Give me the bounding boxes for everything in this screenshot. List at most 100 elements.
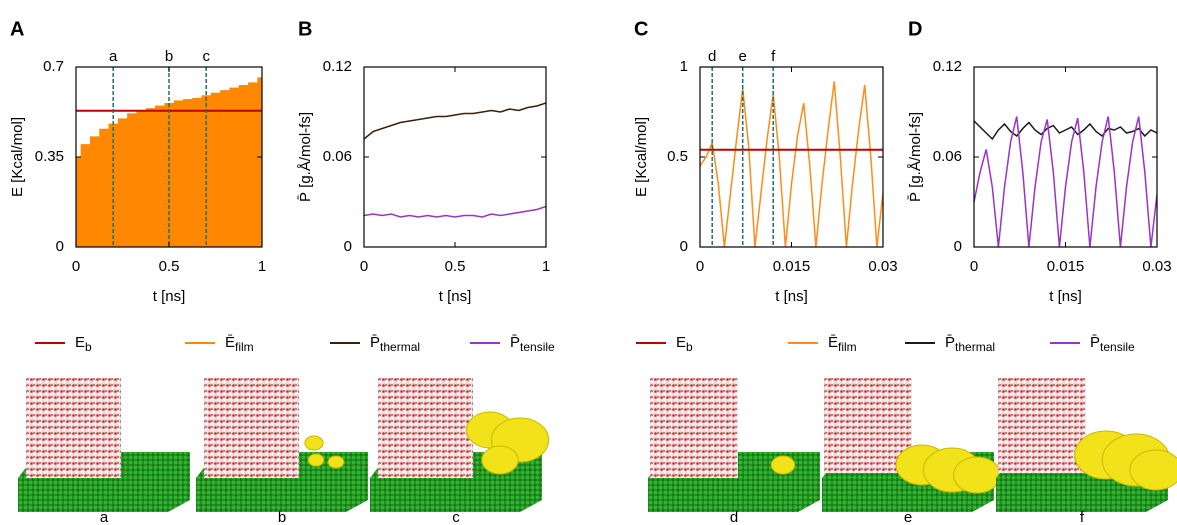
bar [257, 77, 262, 247]
marker-label: a [109, 48, 118, 65]
legend-label: P̄tensile [510, 334, 555, 354]
y-tick-label: 0.35 [35, 148, 64, 165]
y-tick-label: 0 [680, 238, 688, 255]
plot [364, 102, 546, 218]
water-box [204, 378, 299, 478]
y-tick-label: 0 [954, 238, 962, 255]
legend-label-main: P̄ [510, 334, 520, 351]
bar [80, 144, 91, 247]
legend-label-sub: tensile [520, 340, 555, 354]
bar [117, 118, 128, 247]
bar [155, 105, 165, 247]
legend-label-sub: b [686, 340, 693, 354]
water-box [26, 378, 121, 478]
snapshot-caption: e [904, 509, 912, 525]
bar [127, 113, 137, 247]
x-tick-label: 0 [360, 258, 368, 275]
legend-label-main: Ē [828, 334, 838, 351]
marker-label: b [165, 48, 173, 65]
legend-label: P̄tensile [1090, 334, 1135, 354]
legend-label-sub: film [235, 340, 254, 354]
droplet [953, 456, 1001, 494]
marker-label: d [708, 48, 716, 65]
x-tick-label: 0.015 [773, 258, 811, 275]
x-tick-label: 0 [72, 258, 80, 275]
line [700, 81, 883, 247]
y-tick-label: 0.7 [43, 58, 64, 75]
x-axis-label: t [ns] [1049, 288, 1082, 305]
snapshot: f [996, 378, 1177, 525]
legend-label: Eb [75, 334, 92, 354]
x-tick-label: 0.03 [1142, 258, 1171, 275]
bar [210, 92, 221, 247]
y-axis-label: E [Kcal/mol] [633, 117, 650, 197]
snapshot-caption: c [452, 509, 460, 525]
snapshot: c [370, 378, 550, 525]
bar [99, 128, 110, 247]
bar [238, 85, 249, 247]
line [974, 116, 1157, 247]
bar [173, 100, 184, 247]
legend-label-main: E [75, 334, 85, 351]
snapshot: b [196, 378, 368, 525]
marker-label: e [739, 48, 747, 65]
legend-label-main: E [676, 334, 686, 351]
legend-label: Ēfilm [225, 334, 254, 354]
plot-frame [363, 66, 547, 248]
snapshot: d [648, 378, 820, 525]
y-tick-label: 0 [56, 238, 64, 255]
legend-label-sub: b [85, 340, 92, 354]
marker-label: f [771, 48, 776, 65]
legend-label-main: P̄ [370, 334, 380, 351]
y-axis-label: E [Kcal/mol] [9, 117, 26, 197]
snapshot-caption: b [278, 509, 286, 525]
droplet [1129, 449, 1177, 491]
plot [974, 116, 1157, 247]
droplet [304, 435, 324, 451]
snapshot: e [822, 378, 1001, 525]
y-tick-label: 0.06 [323, 148, 352, 165]
y-tick-label: 0.12 [323, 58, 352, 75]
y-tick-label: 0.06 [933, 148, 962, 165]
x-tick-label: 1 [258, 258, 266, 275]
snapshot-caption: a [100, 509, 109, 525]
y-axis-label: P̄ [g.Å/mol-fs] [907, 112, 924, 202]
x-axis-label: t [ns] [153, 288, 186, 305]
panel-label: B [298, 18, 312, 40]
x-tick-label: 0.5 [159, 258, 180, 275]
water-box [378, 378, 473, 478]
line [974, 120, 1157, 141]
y-axis-label: P̄ [g.Å/mol-fs] [297, 112, 314, 202]
droplet [481, 445, 519, 475]
line [364, 205, 546, 218]
legend-label-main: P̄ [945, 334, 955, 351]
legend-label-sub: thermal [380, 340, 420, 354]
y-tick-label: 0.12 [933, 58, 962, 75]
bar [145, 108, 156, 247]
panel-label: A [10, 18, 24, 40]
x-axis-label: t [ns] [439, 288, 472, 305]
snapshot-caption: d [730, 509, 738, 525]
x-tick-label: 0.03 [868, 258, 897, 275]
snapshot-caption: f [1080, 509, 1085, 525]
plot [76, 77, 262, 247]
y-tick-label: 1 [680, 58, 688, 75]
x-tick-label: 0.015 [1047, 258, 1085, 275]
y-tick-label: 0 [344, 238, 352, 255]
panel-label: C [634, 18, 648, 40]
plot [700, 81, 883, 247]
legend-label: P̄thermal [945, 334, 995, 354]
legend-label-sub: thermal [955, 340, 995, 354]
x-tick-label: 0.5 [445, 258, 466, 275]
x-tick-label: 0 [970, 258, 978, 275]
legend-label: Eb [676, 334, 693, 354]
legend-label: P̄thermal [370, 334, 420, 354]
bar [220, 90, 230, 247]
water-box [824, 378, 912, 473]
line [364, 102, 546, 140]
legend-label-main: Ē [225, 334, 235, 351]
bar [229, 87, 240, 247]
panel-label: D [908, 18, 922, 40]
x-tick-label: 0 [696, 258, 704, 275]
